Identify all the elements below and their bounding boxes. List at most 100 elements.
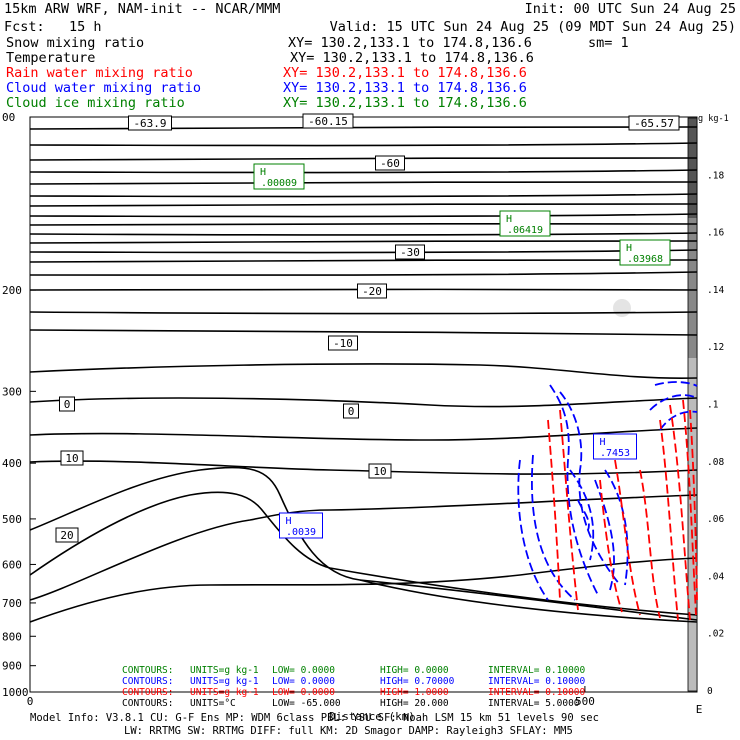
- temperature-label-box: [59, 396, 75, 412]
- temperature-label-box: [395, 244, 425, 260]
- footer-contours-label: CONTOURS:: [122, 676, 173, 687]
- max-label-letter: H: [600, 437, 606, 448]
- temperature-label: 20: [60, 529, 73, 542]
- rain-water-contour: [659, 419, 679, 621]
- field-name-cloud-water: Cloud water mixing ratio: [6, 80, 202, 96]
- rain-water-contour: [689, 409, 698, 601]
- temperature-label-box: [343, 403, 359, 419]
- footer-contours-units: UNITS=°C: [190, 698, 236, 709]
- footer-contours-low: LOW= 0.0000: [272, 687, 335, 698]
- field-xy-cloud-water: XY= 130.2,133.1 to 174.8,136.6: [283, 80, 527, 96]
- cloud-water-contour: [594, 479, 615, 591]
- colorbar-units: g kg-1: [698, 114, 729, 124]
- temperature-label-box: [60, 450, 84, 466]
- temperature-isotherm: [29, 557, 698, 623]
- footer-contours-low: LOW= 0.0000: [272, 676, 335, 687]
- temperature-label: -10: [333, 337, 353, 350]
- footer-contours-label: CONTOURS:: [122, 687, 173, 698]
- rain-water-contour: [682, 399, 697, 616]
- rain-water-contour: [669, 404, 691, 621]
- valid-time: Valid: 15 UTC Sun 24 Aug 25 (09 MDT Sun …: [329, 19, 736, 35]
- y-tick-label: 800: [2, 630, 22, 643]
- temperature-label: 0: [348, 405, 355, 418]
- colorbar-dark-band: [688, 118, 697, 218]
- max-label-box: [253, 163, 305, 190]
- footer-contours-high: HIGH= 0.0000: [380, 665, 449, 676]
- temperature-label: 10: [65, 452, 78, 465]
- colorbar-tick-label: .06: [707, 514, 724, 525]
- colorbar-mid-band: [688, 218, 697, 358]
- max-label-box: [499, 210, 551, 237]
- colorbar-tick-label: .08: [707, 457, 724, 468]
- max-label-value: .03968: [627, 254, 663, 265]
- contour-labels: -63.9 -60.15 -65.57-60-30-20-1000101020H.0…: [55, 113, 680, 543]
- footer-contours-units: UNITS=g kg-1: [190, 665, 259, 676]
- field-xy-temperature: XY= 130.2,133.1 to 174.8,136.6: [290, 50, 534, 66]
- temperature-isotherm: [29, 288, 698, 291]
- field-xy-cloud-ice: XY= 130.2,133.1 to 174.8,136.6: [283, 95, 527, 111]
- y-tick-label: 700: [2, 597, 22, 610]
- colorbar-light-band: [688, 358, 697, 691]
- field-name-snow: Snow mixing ratio: [6, 35, 145, 51]
- max-label-value: .7453: [600, 448, 630, 459]
- temperature-label-box: [375, 155, 405, 171]
- max-label-letter: H: [506, 214, 512, 225]
- y-tick-label: 200: [2, 284, 22, 297]
- cloud-water-contour: [604, 469, 629, 586]
- colorbar-tick-label: .02: [707, 629, 724, 640]
- footer-contours-high: HIGH= 0.70000: [380, 676, 455, 687]
- colorbar-tick-label: .12: [707, 342, 724, 353]
- y-tick-label: 1000: [2, 686, 29, 699]
- field-smooth-snow: sm= 1: [588, 35, 629, 51]
- x-tick-label-end: E: [696, 703, 703, 716]
- temperature-isotherm: [29, 491, 698, 616]
- y-tick-label: 400: [2, 457, 22, 470]
- field-name-rain: Rain water mixing ratio: [6, 65, 193, 81]
- cloud-water-contour: [649, 394, 698, 411]
- temperature-label-box: [55, 527, 79, 543]
- rain-water-contours: [547, 399, 698, 621]
- temperature-label-box: [357, 283, 387, 299]
- temperature-label: 10: [373, 465, 386, 478]
- footer-contours-interval: INTERVAL= 5.0000: [488, 698, 580, 709]
- max-label-box: [279, 512, 323, 539]
- footer-model-info-1: Model Info: V3.8.1 CU: G-F Ens MP: WDM 6…: [30, 712, 599, 724]
- temperature-isotherm: [29, 193, 698, 198]
- temperature-label: -30: [400, 246, 420, 259]
- forecast-hour: Fcst: 15 h: [4, 19, 102, 35]
- cloud-water-contour: [569, 469, 595, 561]
- field-name-cloud-ice: Cloud ice mixing ratio: [6, 95, 185, 111]
- footer-contours-low: LOW= -65.000: [272, 698, 341, 709]
- temperature-isotherm: [29, 311, 698, 315]
- rain-water-contour: [559, 409, 579, 611]
- max-label-value: .06419: [507, 225, 543, 236]
- temperature-isotherm: [29, 203, 698, 207]
- cloud-water-contour: [549, 384, 599, 596]
- y-tick-label: 00: [2, 111, 15, 124]
- max-label-box: [619, 239, 671, 266]
- max-label-letter: H: [260, 167, 266, 178]
- footer-contours-interval: INTERVAL= 0.10000: [488, 687, 586, 698]
- cloud-water-contour: [659, 410, 698, 431]
- rain-water-contour: [639, 469, 661, 619]
- temperature-isotherm: [29, 249, 698, 254]
- temperature-isotherm: [29, 169, 698, 174]
- colorbar-tick-label: .1: [707, 400, 719, 411]
- temperature-label: 0: [64, 398, 71, 411]
- y-tick-label: 900: [2, 660, 22, 673]
- temperature-isotherm: [29, 466, 698, 621]
- temperature-isotherm: [29, 363, 698, 380]
- cloud-water-contour: [531, 454, 576, 601]
- y-tick-label: 600: [2, 558, 22, 571]
- temperature-label: -20: [362, 285, 382, 298]
- temperature-label: -65.57: [634, 117, 674, 130]
- shading-blob: [613, 299, 631, 317]
- colorbar-tick-label: 0: [707, 686, 713, 697]
- max-label-letter: H: [286, 516, 292, 527]
- model-title: 15km ARW WRF, NAM-init -- NCAR/MMM: [4, 1, 281, 17]
- temperature-isotherm: [29, 240, 698, 244]
- colorbar-tick-label: .04: [707, 571, 724, 582]
- temperature-isotherm: [29, 397, 698, 408]
